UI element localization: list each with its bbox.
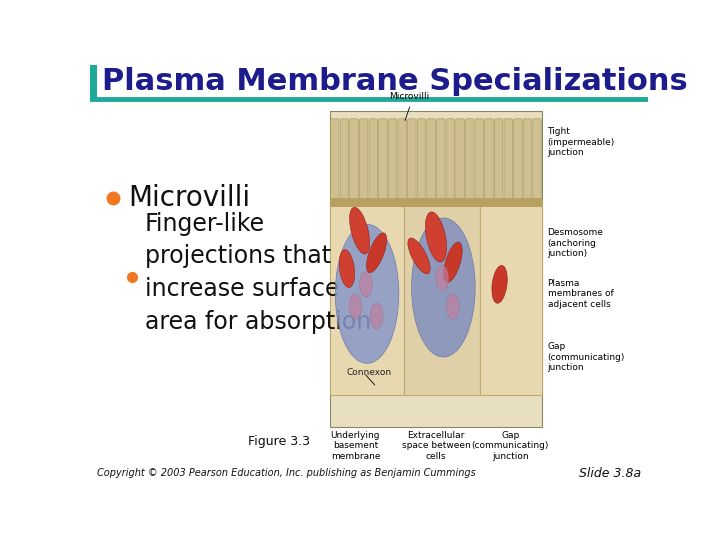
FancyBboxPatch shape [456,119,464,200]
FancyBboxPatch shape [513,119,522,200]
Ellipse shape [436,265,449,291]
Ellipse shape [446,294,459,319]
Text: Plasma Membrane Specializations: Plasma Membrane Specializations [102,67,688,96]
FancyBboxPatch shape [330,111,542,427]
FancyBboxPatch shape [436,119,445,200]
FancyBboxPatch shape [340,119,348,200]
Text: Underlying
basement
membrane: Underlying basement membrane [330,431,380,461]
FancyBboxPatch shape [504,119,513,200]
Text: Extracellular
space between
cells: Extracellular space between cells [402,431,470,461]
Text: Gap
(communicating)
junction: Gap (communicating) junction [472,431,549,461]
FancyBboxPatch shape [480,199,542,395]
Text: Connexon: Connexon [347,368,392,377]
Ellipse shape [366,233,387,273]
Text: Slide 3.8a: Slide 3.8a [579,467,642,480]
FancyBboxPatch shape [533,119,541,200]
Text: Gap
(communicating)
junction: Gap (communicating) junction [548,342,625,372]
Text: Tight
(impermeable)
junction: Tight (impermeable) junction [548,127,615,157]
Ellipse shape [408,238,430,274]
FancyBboxPatch shape [427,119,436,200]
FancyBboxPatch shape [408,119,416,200]
Ellipse shape [339,249,355,287]
Ellipse shape [349,294,361,319]
Ellipse shape [412,218,475,357]
FancyBboxPatch shape [330,119,339,200]
FancyBboxPatch shape [369,119,377,200]
FancyBboxPatch shape [523,119,532,200]
Ellipse shape [350,207,369,254]
FancyBboxPatch shape [359,119,368,200]
FancyBboxPatch shape [465,119,474,200]
Ellipse shape [492,266,508,303]
FancyBboxPatch shape [379,119,387,200]
FancyBboxPatch shape [418,119,426,200]
FancyBboxPatch shape [350,119,359,200]
FancyBboxPatch shape [330,198,542,207]
Text: Finger-like
projections that
increase surface
area for absorption: Finger-like projections that increase su… [145,212,371,334]
Text: Desmosome
(anchoring
junction): Desmosome (anchoring junction) [548,228,603,258]
FancyBboxPatch shape [388,119,397,200]
Text: Copyright © 2003 Pearson Education, Inc. publishing as Benjamin Cummings: Copyright © 2003 Pearson Education, Inc.… [96,468,475,478]
FancyBboxPatch shape [330,199,404,395]
Text: Plasma
membranes of
adjacent cells: Plasma membranes of adjacent cells [548,279,613,309]
Ellipse shape [426,212,446,262]
FancyBboxPatch shape [90,65,96,99]
FancyBboxPatch shape [475,119,484,200]
Ellipse shape [359,272,372,297]
Ellipse shape [444,242,462,282]
Text: Microvilli: Microvilli [128,184,250,212]
Ellipse shape [336,224,399,363]
FancyBboxPatch shape [495,119,503,200]
Text: Microvilli: Microvilli [390,92,430,101]
FancyBboxPatch shape [446,119,454,200]
Text: Figure 3.3: Figure 3.3 [248,435,310,448]
Ellipse shape [370,303,383,328]
FancyBboxPatch shape [485,119,493,200]
FancyBboxPatch shape [398,119,407,200]
FancyBboxPatch shape [404,199,480,395]
